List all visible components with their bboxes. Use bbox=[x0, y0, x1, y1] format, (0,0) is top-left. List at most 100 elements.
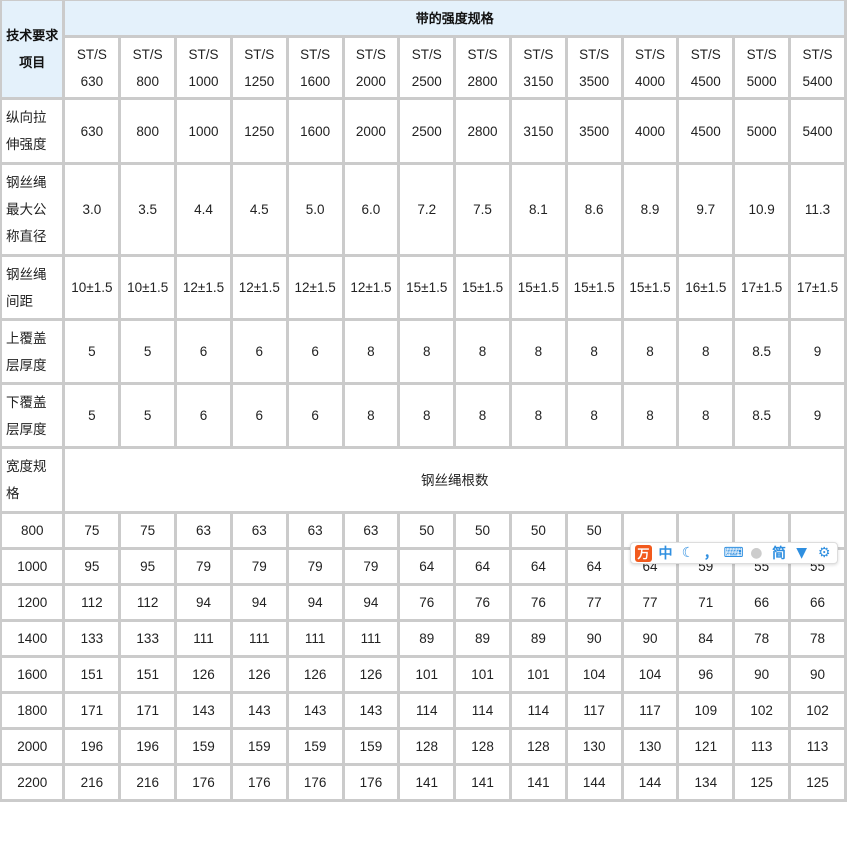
ime-mode-toggle[interactable]: 中 bbox=[658, 546, 673, 562]
table-cell: 50 bbox=[508, 511, 568, 550]
table-cell: 102 bbox=[788, 691, 847, 730]
keyboard-icon[interactable]: ⌨ bbox=[723, 545, 744, 561]
table-cell: 104 bbox=[564, 655, 624, 694]
ime-logo-icon[interactable]: 万 bbox=[635, 544, 652, 562]
spec-column-header: ST/S 630 bbox=[62, 35, 122, 100]
table-cell: 96 bbox=[676, 655, 736, 694]
table-cell: 95 bbox=[62, 547, 122, 586]
table-cell: 11.3 bbox=[788, 162, 847, 257]
spec-column-header: ST/S 2000 bbox=[341, 35, 401, 100]
table-cell: 6 bbox=[285, 382, 345, 449]
table-row: 2000 196 196 159 159 159 159 128 128 128 130 130 121… bbox=[0, 727, 847, 766]
table-cell: 114 bbox=[397, 691, 457, 730]
spec-column-header: ST/S 1250 bbox=[229, 35, 289, 100]
table-cell: 90 bbox=[788, 655, 847, 694]
table-cell: 75 bbox=[62, 511, 122, 550]
table-cell: 89 bbox=[508, 619, 568, 658]
table-row: 1600 151 151 126 126 126 126 101 101 101 104 104 96 9… bbox=[0, 655, 847, 694]
table-cell: 113 bbox=[732, 727, 792, 766]
table-cell: 117 bbox=[620, 691, 680, 730]
width-label: 1800 bbox=[0, 691, 66, 730]
row-label: 下覆盖层厚度 bbox=[0, 382, 66, 449]
table-cell: 101 bbox=[397, 655, 457, 694]
table-row: 纵向拉伸强度 630 800 1000 1250 1600 2000 2500 2800 3150… bbox=[0, 97, 847, 165]
table-cell: 176 bbox=[174, 763, 233, 802]
table-cell: 113 bbox=[788, 727, 847, 766]
table-cell: 130 bbox=[620, 727, 680, 766]
table-cell: 151 bbox=[118, 655, 178, 694]
table-cell: 3.0 bbox=[62, 162, 122, 257]
moon-icon[interactable]: ☾ bbox=[681, 545, 695, 561]
table-cell: 94 bbox=[341, 583, 401, 622]
table-cell: 76 bbox=[508, 583, 568, 622]
table-cell: 8.1 bbox=[508, 162, 568, 257]
table-cell: 5400 bbox=[788, 97, 847, 165]
table-cell: 50 bbox=[397, 511, 457, 550]
table-cell: 66 bbox=[788, 583, 847, 622]
table-cell: 3150 bbox=[508, 97, 568, 165]
table-cell: 133 bbox=[118, 619, 178, 658]
punctuation-icon[interactable]: ， bbox=[703, 546, 718, 562]
table-cell: 101 bbox=[453, 655, 512, 694]
table-cell: 79 bbox=[285, 547, 345, 586]
table-cell: 159 bbox=[285, 727, 345, 766]
table-cell: 9 bbox=[788, 318, 847, 385]
table-cell: 12±1.5 bbox=[285, 254, 345, 321]
wire-count-header: 钢丝绳根数 bbox=[62, 446, 847, 514]
table-cell: 9.7 bbox=[676, 162, 736, 257]
table-cell: 71 bbox=[676, 583, 736, 622]
simplified-toggle[interactable]: 简 bbox=[771, 546, 786, 562]
table-cell: 78 bbox=[732, 619, 792, 658]
table-cell: 15±1.5 bbox=[508, 254, 568, 321]
table-cell: 2800 bbox=[453, 97, 512, 165]
row-label: 上覆盖层厚度 bbox=[0, 318, 66, 385]
table-cell: 1250 bbox=[229, 97, 289, 165]
table-cell: 128 bbox=[453, 727, 512, 766]
table-cell: 109 bbox=[676, 691, 736, 730]
table-cell: 75 bbox=[118, 511, 178, 550]
table-cell: 8 bbox=[397, 382, 457, 449]
table-cell: 7.5 bbox=[453, 162, 512, 257]
table-cell: 16±1.5 bbox=[676, 254, 736, 321]
table-cell: 171 bbox=[118, 691, 178, 730]
table-cell: 4.4 bbox=[174, 162, 233, 257]
user-icon[interactable]: ● bbox=[750, 545, 763, 561]
table-cell: 95 bbox=[118, 547, 178, 586]
table-cell: 76 bbox=[453, 583, 512, 622]
table-cell: 1000 bbox=[174, 97, 233, 165]
table-cell: 7.2 bbox=[397, 162, 457, 257]
table-cell: 6 bbox=[174, 318, 233, 385]
table-cell: 90 bbox=[620, 619, 680, 658]
spec-column-header: ST/S 800 bbox=[118, 35, 178, 100]
table-cell: 111 bbox=[229, 619, 289, 658]
table-cell: 171 bbox=[62, 691, 122, 730]
table-cell: 144 bbox=[564, 763, 624, 802]
skin-shirt-icon[interactable]: ▼ bbox=[796, 545, 807, 561]
belt-spec-table: 技术要求项目 带的强度规格 ST/S 630 ST/S 800 ST/S 1000 ST/… bbox=[0, 0, 847, 802]
width-label: 1600 bbox=[0, 655, 66, 694]
table-cell: 8 bbox=[676, 318, 736, 385]
spec-column-header: ST/S 2500 bbox=[397, 35, 457, 100]
table-cell: 15±1.5 bbox=[620, 254, 680, 321]
spec-column-header: ST/S 5000 bbox=[732, 35, 792, 100]
ime-toolbar[interactable]: 万 中 ☾ ， ⌨ ● 简 ▼ ⚙ bbox=[630, 542, 838, 564]
table-cell: 89 bbox=[397, 619, 457, 658]
table-cell: 8 bbox=[453, 318, 512, 385]
table-cell: 216 bbox=[62, 763, 122, 802]
table-cell: 125 bbox=[732, 763, 792, 802]
spec-column-header: ST/S 4000 bbox=[620, 35, 680, 100]
table-cell: 141 bbox=[508, 763, 568, 802]
table-cell: 8.5 bbox=[732, 318, 792, 385]
table-cell: 141 bbox=[397, 763, 457, 802]
table-cell: 117 bbox=[564, 691, 624, 730]
settings-gear-icon[interactable]: ⚙ bbox=[817, 545, 831, 561]
table-cell: 4000 bbox=[620, 97, 680, 165]
table-cell: 90 bbox=[732, 655, 792, 694]
table-cell: 143 bbox=[229, 691, 289, 730]
table-cell: 112 bbox=[62, 583, 122, 622]
table-cell: 159 bbox=[229, 727, 289, 766]
group-header: 带的强度规格 bbox=[62, 0, 847, 38]
table-cell: 143 bbox=[285, 691, 345, 730]
table-cell: 101 bbox=[508, 655, 568, 694]
width-label: 1400 bbox=[0, 619, 66, 658]
